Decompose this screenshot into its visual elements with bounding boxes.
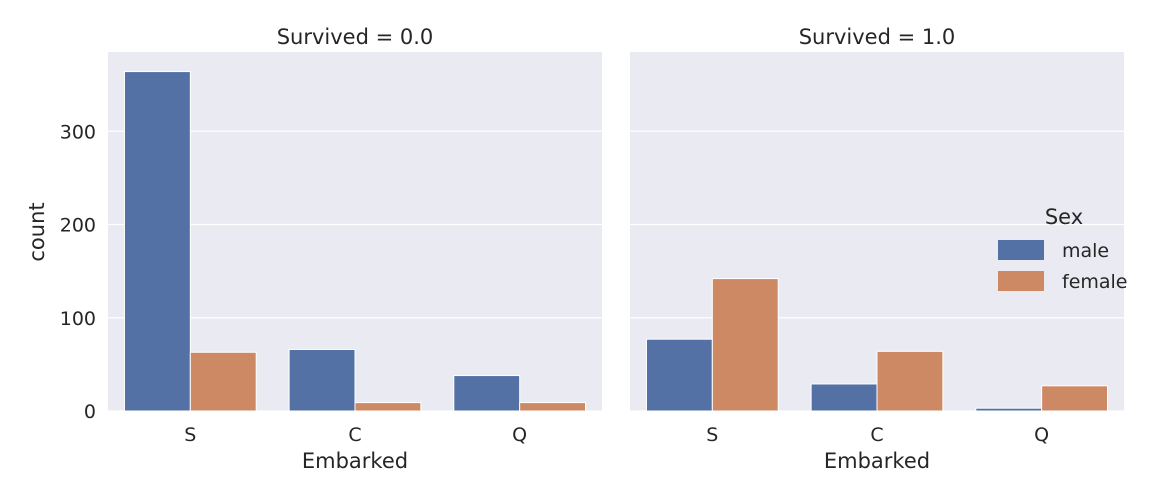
legend-swatch-male xyxy=(998,240,1044,260)
legend: Sex male female xyxy=(998,205,1128,293)
x-tick-label: S xyxy=(706,424,718,446)
y-tick-label: 0 xyxy=(84,401,96,423)
x-tick-label: Q xyxy=(1034,424,1049,446)
panel-bars xyxy=(123,71,587,412)
legend-swatch-female xyxy=(998,271,1044,291)
y-tick-label: 200 xyxy=(60,215,96,237)
y-tick-label: 100 xyxy=(60,308,96,330)
x-axis-title: Embarked xyxy=(302,449,408,473)
x-tick-label: S xyxy=(184,424,196,446)
bar-male-C xyxy=(288,348,356,412)
bar-female-S xyxy=(189,351,257,412)
legend-label-female: female xyxy=(1062,271,1128,293)
bar-female-Q xyxy=(1041,385,1109,412)
bar-male-C xyxy=(810,383,878,412)
panel-title: Survived = 0.0 xyxy=(277,25,434,49)
bar-male-Q xyxy=(975,407,1043,412)
bar-male-S xyxy=(645,338,713,412)
x-tick-label: C xyxy=(870,424,883,446)
y-axis-title: count xyxy=(25,202,49,261)
panel-survived-0: Survived = 0.0 S C Q Embarked 0 100 200 300 c… xyxy=(25,25,602,473)
y-tick-labels: 0 100 200 300 xyxy=(60,121,96,423)
bar-female-C xyxy=(876,350,944,412)
panel-title: Survived = 1.0 xyxy=(799,25,956,49)
panel-bars xyxy=(645,278,1109,412)
bar-female-C xyxy=(354,402,422,412)
legend-label-male: male xyxy=(1062,240,1109,262)
x-tick-label: C xyxy=(348,424,361,446)
legend-title: Sex xyxy=(1045,205,1083,229)
panel-survived-1: Survived = 1.0 S C Q Embarked xyxy=(630,25,1124,473)
bar-male-Q xyxy=(453,375,521,412)
bar-female-S xyxy=(711,278,779,412)
bar-female-Q xyxy=(519,402,587,412)
x-tick-label: Q xyxy=(512,424,527,446)
x-axis-title: Embarked xyxy=(824,449,930,473)
bar-male-S xyxy=(123,71,191,412)
y-tick-label: 300 xyxy=(60,121,96,143)
